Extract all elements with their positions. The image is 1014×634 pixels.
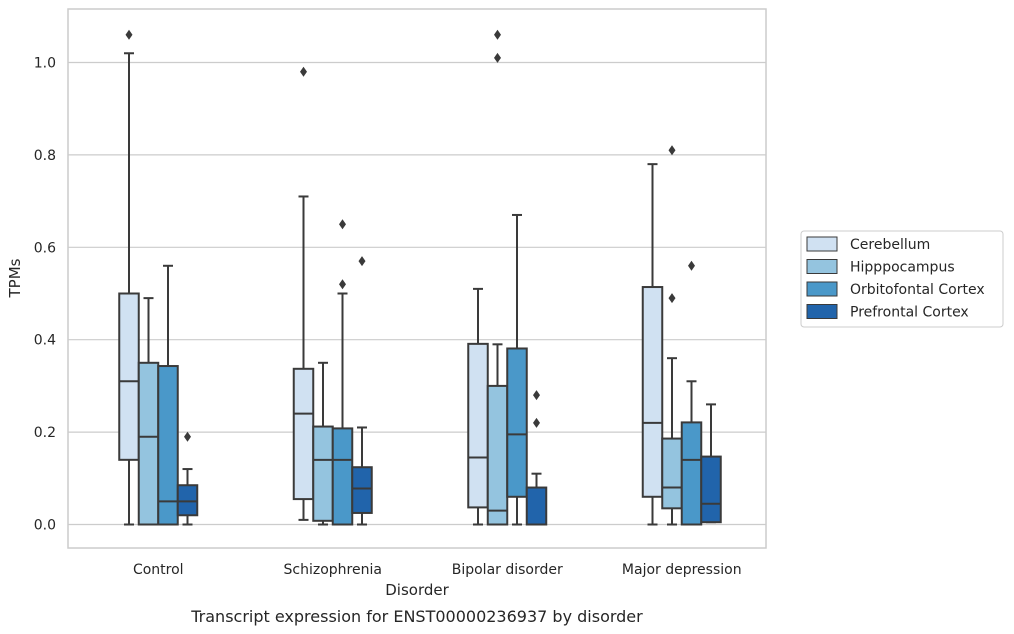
box-body xyxy=(351,466,373,514)
x-axis-label: Disorder xyxy=(385,581,449,599)
outlier-point xyxy=(668,293,676,304)
legend-label: Cerebellum xyxy=(850,237,930,253)
legend: Cerebellum Hipppocampus Orbitofontal Corte… xyxy=(800,230,1004,328)
y-tick-labels: 0.0 0.2 0.4 0.6 0.8 1.0 xyxy=(34,56,56,534)
box-body xyxy=(661,437,683,510)
outlier-point xyxy=(494,29,501,40)
y-tick-label: 0.4 xyxy=(34,333,56,349)
box-body xyxy=(176,484,199,517)
box-groups xyxy=(118,29,722,526)
x-tick-labels: Control Schizophrenia Bipolar disorder Majo… xyxy=(133,562,742,578)
outlier-point xyxy=(125,29,133,40)
box-2-1 xyxy=(486,29,509,526)
outlier-point xyxy=(358,256,366,267)
legend-label: Hipppocampus xyxy=(850,260,955,276)
box-1-2 xyxy=(331,219,354,526)
box-3-3 xyxy=(700,403,722,524)
outlier-point xyxy=(339,219,346,230)
outlier-point xyxy=(184,431,191,442)
box-0-3 xyxy=(176,431,199,526)
box-body xyxy=(137,361,160,526)
box-body xyxy=(525,486,548,526)
outlier-point xyxy=(668,145,676,156)
outlier-point xyxy=(533,390,540,401)
box-body xyxy=(312,425,334,522)
box-2-2 xyxy=(506,213,528,526)
box-body xyxy=(292,367,315,501)
box-3-0 xyxy=(641,163,664,526)
box-body xyxy=(467,342,489,509)
box-body xyxy=(118,292,140,461)
box-body xyxy=(700,455,722,524)
legend-box xyxy=(800,230,1004,328)
chart-caption: Transcript expression for ENST0000023693… xyxy=(190,607,643,626)
box-3-1 xyxy=(661,145,683,526)
outlier-point xyxy=(533,417,540,428)
box-0-1 xyxy=(137,297,160,526)
outlier-point xyxy=(300,66,307,77)
box-body xyxy=(486,384,509,526)
outlier-point xyxy=(494,52,501,63)
y-tick-label: 0.8 xyxy=(34,148,56,164)
y-axis-label: TPMs xyxy=(6,258,24,298)
box-body xyxy=(331,427,354,526)
legend-swatch xyxy=(806,281,838,297)
legend-label: Prefrontal Cortex xyxy=(850,305,969,321)
outlier-point xyxy=(688,260,695,271)
box-0-2 xyxy=(157,264,179,526)
box-body xyxy=(157,365,179,526)
outlier-point xyxy=(339,279,346,290)
box-3-2 xyxy=(680,260,703,526)
box-2-3 xyxy=(525,390,548,526)
legend-swatch xyxy=(806,304,838,319)
box-1-0 xyxy=(292,66,315,521)
legend-label: Orbitofontal Cortex xyxy=(850,282,985,298)
y-tick-label: 0.2 xyxy=(34,425,56,441)
box-1-3 xyxy=(351,256,373,526)
legend-swatch xyxy=(806,259,838,274)
box-body xyxy=(680,421,703,526)
y-tick-label: 0.6 xyxy=(34,240,56,256)
legend-swatch xyxy=(806,236,838,252)
y-tick-label: 0.0 xyxy=(34,518,56,534)
box-body xyxy=(641,286,664,498)
x-tick-label: Schizophrenia xyxy=(284,562,382,578)
x-tick-label: Major depression xyxy=(622,562,742,578)
box-body xyxy=(506,347,528,498)
x-tick-label: Control xyxy=(133,562,184,578)
box-2-0 xyxy=(467,287,489,526)
y-tick-label: 1.0 xyxy=(34,56,56,72)
x-tick-label: Bipolar disorder xyxy=(452,562,563,578)
